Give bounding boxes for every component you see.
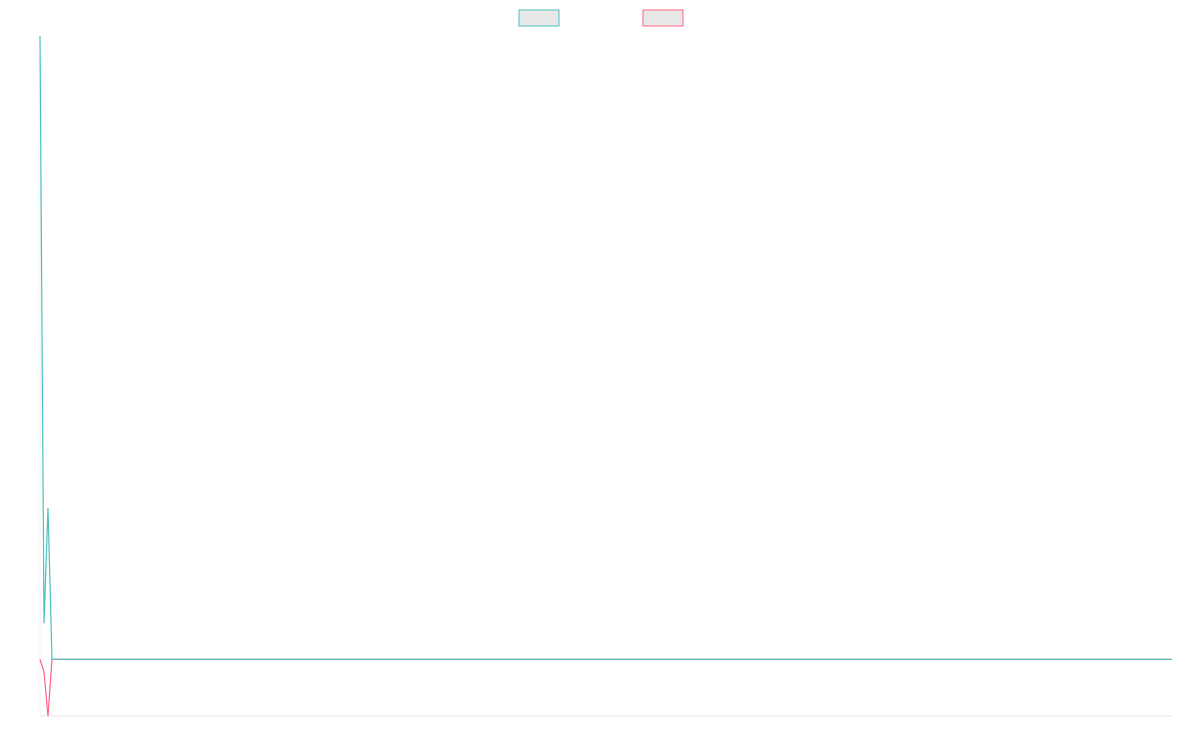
series-line bbox=[39, 35, 1172, 660]
legend-swatch[interactable] bbox=[642, 9, 684, 27]
series-line bbox=[39, 658, 1172, 717]
legend-swatch[interactable] bbox=[518, 9, 560, 27]
